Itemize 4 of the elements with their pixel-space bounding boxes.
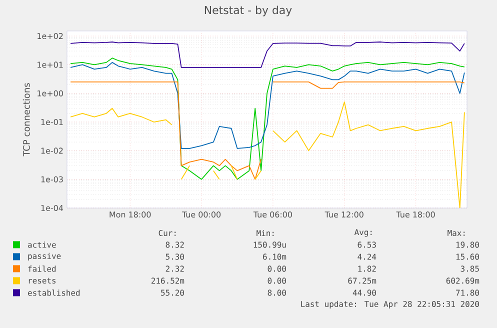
chart-title: Netstat - by day [204,6,292,16]
line-series [70,62,465,149]
y-axis-title: TCP connections [22,83,30,156]
line-series [70,58,465,180]
